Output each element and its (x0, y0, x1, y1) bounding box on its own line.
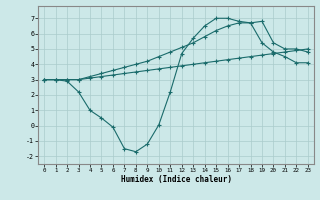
X-axis label: Humidex (Indice chaleur): Humidex (Indice chaleur) (121, 175, 231, 184)
